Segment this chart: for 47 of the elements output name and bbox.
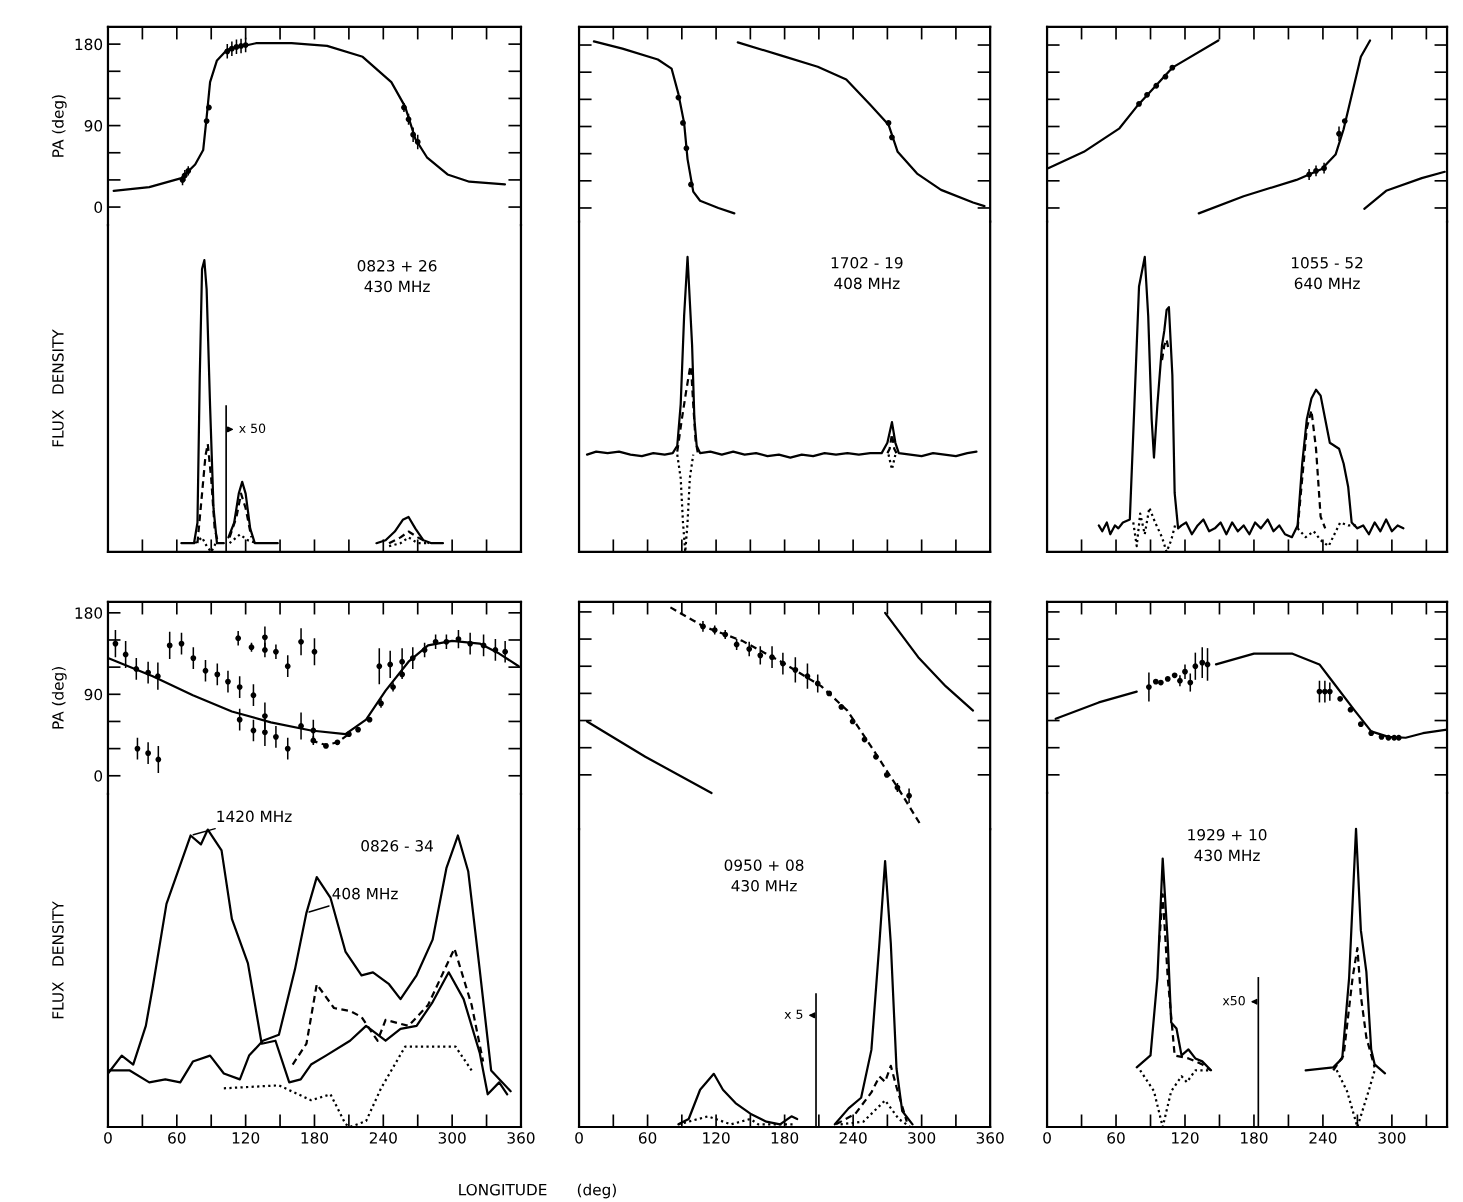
chart-title: 1702 - 19 (831, 257, 903, 269)
chart-title: 0950 + 08 (724, 859, 804, 871)
y-tick-label: 180 (75, 607, 103, 619)
x-tick-label: 0 (575, 1132, 583, 1144)
annotation: x 5 (784, 1009, 803, 1019)
text: 430 MHz (1194, 849, 1260, 862)
annotation: x 50 (239, 423, 266, 434)
text: 640 MHz (1294, 277, 1360, 290)
annotation: x50 (1222, 995, 1245, 1006)
x-tick-label: 60 (168, 1132, 186, 1144)
text: 408 MHz (834, 277, 900, 290)
x-tick-label: 360 (507, 1132, 535, 1144)
x-tick-label: 180 (771, 1132, 799, 1144)
x-tick-label: 120 (232, 1132, 260, 1144)
x-tick-label: 0 (1043, 1132, 1051, 1144)
chart-title: 1929 + 10 (1188, 828, 1267, 841)
chart-title: 0823 + 26 (357, 260, 437, 272)
text: 430 MHz (364, 280, 430, 293)
x-tick-label: 180 (1241, 1132, 1268, 1144)
x-tick-label: 300 (908, 1132, 936, 1144)
x-tick-label: 120 (703, 1132, 730, 1144)
y-tick-label: 90 (84, 688, 103, 701)
x-tick-label: 60 (638, 1132, 657, 1144)
y-axis-title: FLUX DENSITY (52, 901, 64, 1019)
y-tick-label: 180 (75, 38, 103, 51)
y-axis-title: PA (deg) (51, 95, 67, 157)
y-axis-title: PA (deg) (51, 667, 67, 729)
chart-title: 1055 - 52 (1291, 257, 1363, 269)
x-tick-label: 0 (104, 1132, 112, 1144)
series-label: 408 MHz (332, 887, 398, 900)
x-tick-label: 360 (976, 1132, 1004, 1144)
x-tick-label: 60 (1107, 1132, 1125, 1144)
x-tick-label: 180 (301, 1132, 329, 1144)
y-tick-label: 0 (94, 770, 103, 782)
x-tick-label: 300 (438, 1132, 466, 1144)
y-tick-label: 0 (94, 201, 103, 214)
text: 430 MHz (731, 880, 797, 892)
x-tick-label: 240 (369, 1132, 397, 1144)
series-label: 1420 MHz (217, 810, 292, 823)
x-tick-label: 240 (839, 1132, 867, 1144)
x-tick-label: 120 (1172, 1132, 1199, 1144)
y-axis-title: FLUX DENSITY (52, 329, 64, 447)
x-axis-title: LONGITUDE (deg) (459, 1183, 616, 1199)
y-tick-label: 90 (84, 120, 103, 132)
x-tick-label: 300 (1378, 1132, 1406, 1144)
text: 0826 - 34 (361, 840, 433, 852)
x-tick-label: 240 (1309, 1132, 1337, 1144)
